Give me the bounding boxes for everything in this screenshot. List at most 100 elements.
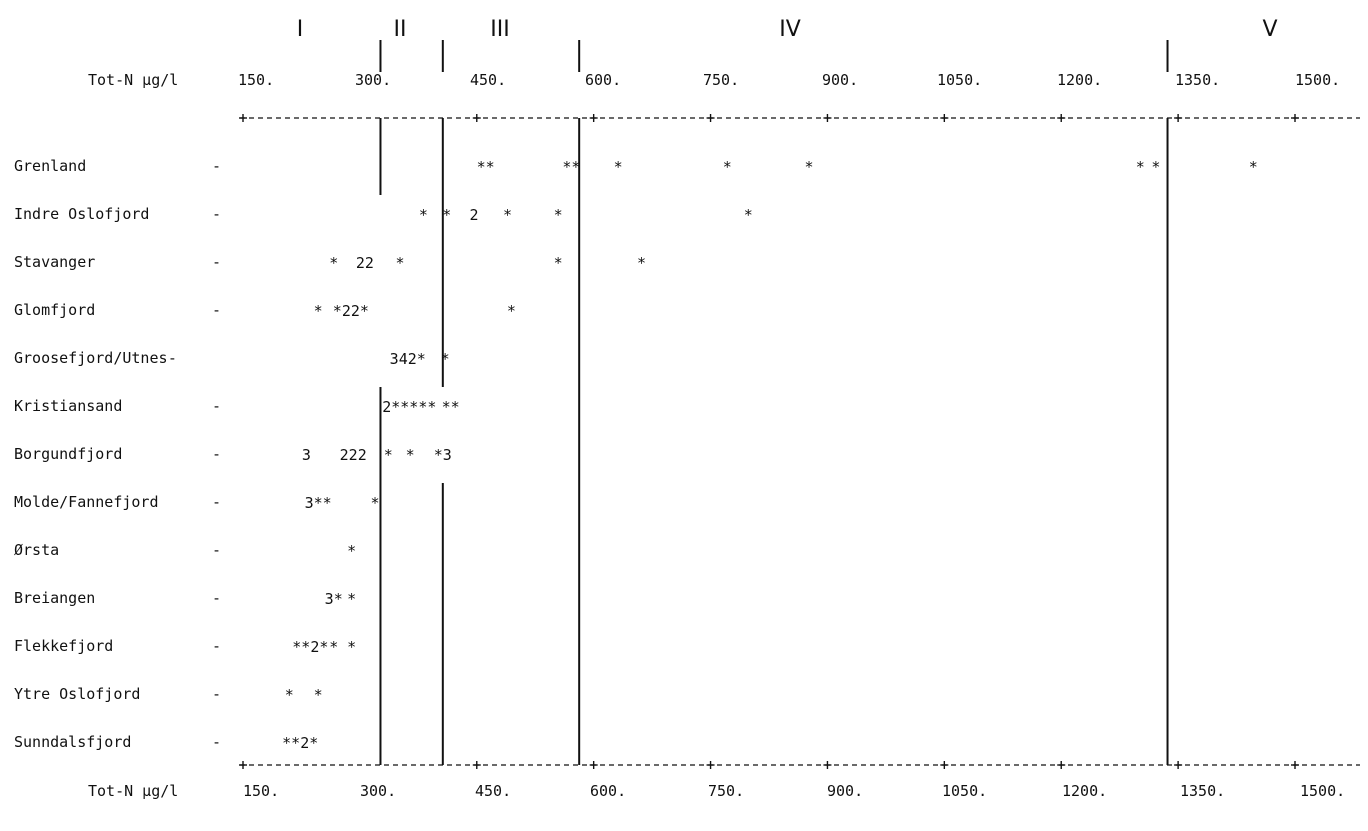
row-dash: - <box>168 349 177 367</box>
class-label-1: I <box>297 17 304 42</box>
row-label: Ørsta <box>14 541 59 559</box>
row-1: Grenland - ** ** * * * * * * <box>14 157 1258 176</box>
class-label-3: III <box>490 17 509 42</box>
row-dash: - <box>212 397 221 415</box>
data-mark: * <box>395 254 404 272</box>
data-mark: * <box>285 686 294 704</box>
data-mark: * <box>441 350 450 368</box>
tick-label-bottom-4: 750. <box>708 782 744 800</box>
row-2: Indre Oslofjord - * * 2 * * * <box>14 205 753 224</box>
row-label: Ytre Oslofjord <box>14 685 140 703</box>
row-dash: - <box>212 493 221 511</box>
row-8: Molde/Fannefjord - 3** * <box>14 493 380 512</box>
data-mark: * <box>805 158 814 176</box>
tick-label-top-2: 450. <box>470 71 506 89</box>
row-dash: - <box>212 157 221 175</box>
tick-label-bottom-8: 1350. <box>1180 782 1225 800</box>
row-dash: - <box>212 205 221 223</box>
axes: Tot-N µg/l Tot-N µg/l 150. 150. 300. 300. 450.… <box>88 71 1360 800</box>
row-dash: - <box>212 253 221 271</box>
row-dash: - <box>212 733 221 751</box>
tick-label-top-3: 600. <box>585 71 621 89</box>
data-mark: * <box>1151 158 1160 176</box>
data-mark: * <box>637 254 646 272</box>
data-mark: *22* <box>333 302 369 320</box>
data-mark: * <box>371 494 380 512</box>
data-mark: ** <box>442 398 460 416</box>
row-dash: - <box>212 685 221 703</box>
row-11: Flekkefjord - **2* * * <box>14 637 356 656</box>
data-mark: * <box>314 686 323 704</box>
data-mark: * <box>723 158 732 176</box>
row-dash: - <box>212 637 221 655</box>
row-dash: - <box>212 589 221 607</box>
data-mark: ** <box>477 158 495 176</box>
data-mark: * <box>503 206 512 224</box>
row-label: Sunndalsfjord <box>14 733 131 751</box>
class-boundaries <box>379 40 1169 765</box>
data-mark: 3 <box>302 446 311 464</box>
data-mark: * <box>329 254 338 272</box>
tick-label-top-7: 1200. <box>1057 71 1102 89</box>
row-7: Borgundfjord - 3 222 * * *3 <box>14 445 452 464</box>
rows: Grenland - ** ** * * * * * *Indre Oslofjord - * * 2 * *… <box>14 157 1258 752</box>
row-label: Indre Oslofjord <box>14 205 149 223</box>
data-mark: * <box>314 302 323 320</box>
data-mark: * <box>1249 158 1258 176</box>
row-label: Borgundfjord <box>14 445 122 463</box>
row-5: Groosefjord/Utnes - 342* * <box>14 349 450 368</box>
data-mark: 22 <box>356 254 374 272</box>
data-mark: * <box>614 158 623 176</box>
data-mark: 3* <box>325 590 343 608</box>
axis-label-top: Tot-N µg/l <box>88 71 178 89</box>
data-mark: * <box>554 254 563 272</box>
tick-label-bottom-7: 1200. <box>1062 782 1107 800</box>
tick-label-bottom-9: 1500. <box>1300 782 1345 800</box>
row-label: Glomfjord <box>14 301 95 319</box>
tick-label-bottom-3: 600. <box>590 782 626 800</box>
row-dash: - <box>212 541 221 559</box>
data-mark: *3 <box>434 446 452 464</box>
data-mark: * <box>329 638 338 656</box>
row-label: Grenland <box>14 157 86 175</box>
class-label-5: V <box>1262 17 1277 42</box>
data-mark: 342* <box>390 350 426 368</box>
class-label-4: IV <box>779 17 801 42</box>
axis-label-bottom: Tot-N µg/l <box>88 782 178 800</box>
data-mark: * <box>347 542 356 560</box>
tick-label-top-9: 1500. <box>1295 71 1340 89</box>
row-13: Sunndalsfjord - **2* <box>14 733 318 752</box>
data-mark: **2* <box>282 734 318 752</box>
data-mark: * <box>442 206 451 224</box>
data-mark: * <box>507 302 516 320</box>
data-mark: * <box>384 446 393 464</box>
row-3: Stavanger - * 22 * * * <box>14 253 646 272</box>
row-dash: - <box>212 445 221 463</box>
data-mark: 3** <box>305 494 332 512</box>
tick-label-top-0: 150. <box>238 71 274 89</box>
tick-label-top-6: 1050. <box>937 71 982 89</box>
tick-label-bottom-2: 450. <box>475 782 511 800</box>
data-mark: **2* <box>292 638 328 656</box>
row-4: Glomfjord - * *22* * <box>14 301 516 320</box>
data-mark: * <box>554 206 563 224</box>
row-10: Breiangen - 3* * <box>14 589 356 608</box>
tick-label-top-8: 1350. <box>1175 71 1220 89</box>
class-label-2: II <box>394 17 407 42</box>
data-mark: 222 <box>340 446 367 464</box>
tick-label-bottom-5: 900. <box>827 782 863 800</box>
row-12: Ytre Oslofjord - * * <box>14 685 323 704</box>
row-label: Breiangen <box>14 589 95 607</box>
data-mark: * <box>1136 158 1145 176</box>
tick-label-top-1: 300. <box>355 71 391 89</box>
data-mark: * <box>347 590 356 608</box>
row-label: Flekkefjord <box>14 637 113 655</box>
row-6: Kristiansand - 2***** ** <box>14 397 460 416</box>
data-mark: * <box>419 206 428 224</box>
data-mark: * <box>347 638 356 656</box>
row-label: Groosefjord/Utnes <box>14 349 168 367</box>
tick-label-bottom-6: 1050. <box>942 782 987 800</box>
row-label: Stavanger <box>14 253 95 271</box>
data-mark: * <box>744 206 753 224</box>
